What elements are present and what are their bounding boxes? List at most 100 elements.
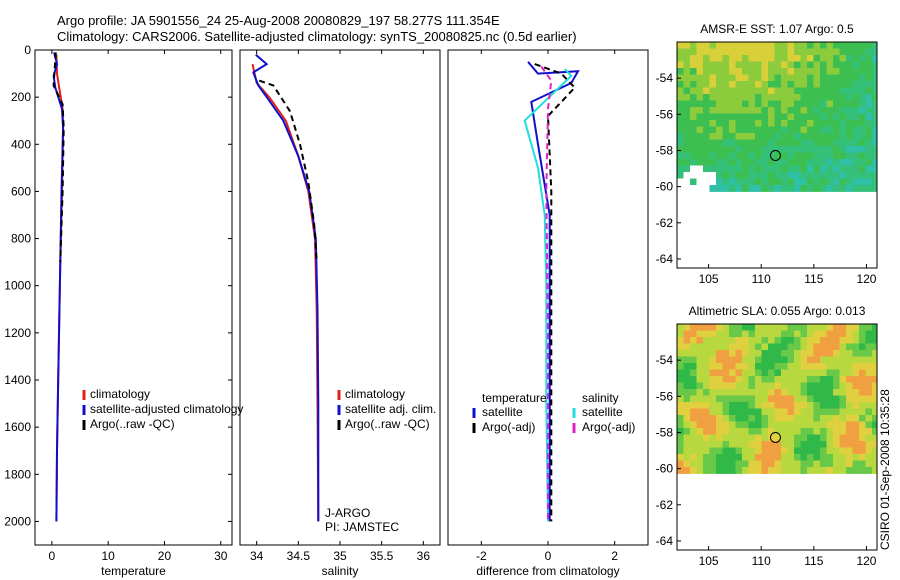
sst_map-heatmap-cell xyxy=(826,172,834,179)
sst_map-heatmap-cell xyxy=(813,107,821,114)
sla_map-heatmap-cell xyxy=(748,421,756,429)
sst_map-heatmap-cell xyxy=(787,178,795,186)
sla_map-heatmap-cell xyxy=(683,356,691,364)
sst_map-heatmap-cell xyxy=(852,178,860,186)
sla_map-heatmap-cell xyxy=(709,441,717,448)
sst_map-heatmap-cell xyxy=(755,100,762,108)
sla_map-heatmap-cell xyxy=(716,415,723,422)
sst_map-heatmap-cell xyxy=(774,55,782,62)
sla_map-heatmap-cell xyxy=(852,447,860,455)
sla_map-heatmap-cell xyxy=(839,356,847,364)
sla_map-heatmap-cell xyxy=(846,447,853,455)
sla_map-heatmap-cell xyxy=(787,356,795,364)
sst_map-heatmap-cell xyxy=(774,159,782,166)
sla_map-heatmap-cell xyxy=(787,447,795,455)
sla_map-heatmap-cell xyxy=(787,434,795,442)
sst_map-heatmap-cell xyxy=(735,152,743,160)
sst_map-heatmap-cell xyxy=(807,48,814,56)
sla_map-heatmap-cell xyxy=(742,363,749,370)
sla_map-heatmap-cell xyxy=(813,441,821,448)
sst_map-heatmap-cell xyxy=(833,120,840,127)
sst_map-heatmap-cell xyxy=(859,42,866,49)
sst_map-heatmap-cell xyxy=(794,113,801,121)
sla_map-heatmap-cell xyxy=(735,363,743,370)
sla_map-heatmap-cell xyxy=(787,408,795,416)
sst_map-heatmap-cell xyxy=(761,55,769,62)
sst_map-heatmap-cell xyxy=(761,120,769,127)
sla_map-heatmap-cell xyxy=(794,382,801,390)
sla_map-heatmap-cell xyxy=(722,382,730,390)
sla_map-heatmap-cell xyxy=(703,395,710,403)
sst_map-heatmap-cell xyxy=(716,113,723,121)
sla_map-heatmap-cell xyxy=(722,324,730,331)
sla_map-heatmap-cell xyxy=(833,434,840,442)
sst_map-heatmap-cell xyxy=(709,68,717,75)
sla_map-heatmap-cell xyxy=(748,428,756,435)
sla_map-heatmap-cell xyxy=(846,428,853,435)
sla_map-heatmap-cell xyxy=(846,382,853,390)
sla_map-heatmap-cell xyxy=(677,454,684,461)
sst_map-heatmap-cell xyxy=(781,48,788,56)
sst_map-heatmap-cell xyxy=(872,146,877,153)
sst_map-heatmap-cell xyxy=(839,74,847,82)
sla_map-heatmap-cell xyxy=(813,421,821,429)
sst_map-heatmap-cell xyxy=(716,68,723,75)
sst_map-heatmap-cell xyxy=(859,55,866,62)
sst_map-heatmap-cell xyxy=(787,107,795,114)
sst_map-heatmap-cell xyxy=(703,165,710,173)
sla_map-heatmap-cell xyxy=(787,350,795,357)
sst_map-heatmap-cell xyxy=(839,178,847,186)
sla_map-heatmap-cell xyxy=(852,343,860,351)
temperature-ytick-label: 1200 xyxy=(4,326,31,340)
sst_map-heatmap-cell xyxy=(839,81,847,88)
sla_map-heatmap-cell xyxy=(820,441,827,448)
sla_map-heatmap-cell xyxy=(677,343,684,351)
sla_map-heatmap-cell xyxy=(859,421,866,429)
sst_map-heatmap-cell xyxy=(807,61,814,69)
sla_map-heatmap-cell xyxy=(774,324,782,331)
sst_map-heatmap-cell xyxy=(852,172,860,179)
sst_map-heatmap-cell xyxy=(859,61,866,69)
sla_map-heatmap-cell xyxy=(722,428,730,435)
sla_map-heatmap-cell xyxy=(761,382,769,390)
sst_map-heatmap-cell xyxy=(677,185,684,192)
sst_map-heatmap-cell xyxy=(761,74,769,82)
sla_map-heatmap-cell xyxy=(683,389,691,396)
sst_map-heatmap-cell xyxy=(794,159,801,166)
sst_map-heatmap-cell xyxy=(794,165,801,173)
sst_map-heatmap-cell xyxy=(813,113,821,121)
sla_map-heatmap-cell xyxy=(716,363,723,370)
sla_map-heatmap-cell xyxy=(872,350,877,357)
sst_map-heatmap-cell xyxy=(787,159,795,166)
figure-title-line1: Argo profile: JA 5901556_24 25-Aug-2008 … xyxy=(57,13,500,28)
sla_map-heatmap-cell xyxy=(774,337,782,344)
sst_map-heatmap-cell xyxy=(742,165,749,173)
sst_map-heatmap-cell xyxy=(755,42,762,49)
salinity-xlabel: salinity xyxy=(322,564,359,578)
sla_map-heatmap-cell xyxy=(859,460,866,468)
sla_map-heatmap-cell xyxy=(781,356,788,364)
sla_map-heatmap-cell xyxy=(833,395,840,403)
sst_map-heatmap-cell xyxy=(794,100,801,108)
sla_map-heatmap-cell xyxy=(781,369,788,377)
sla_map-heatmap-cell xyxy=(800,441,808,448)
sla_map-heatmap-cell xyxy=(859,337,866,344)
sst_map-heatmap-cell xyxy=(755,68,762,75)
sst_map-heatmap-cell xyxy=(865,120,873,127)
sst_map-heatmap-cell xyxy=(852,133,860,140)
sla_map-heatmap-cell xyxy=(839,421,847,429)
sst_map-heatmap-cell xyxy=(735,61,743,69)
sla_map-heatmap-cell xyxy=(813,460,821,468)
sst_map-heatmap-cell xyxy=(690,68,697,75)
sla_map-heatmap-cell xyxy=(722,434,730,442)
sla_map-heatmap-cell xyxy=(800,382,808,390)
sla_map-heatmap-cell xyxy=(696,363,704,370)
sst_map-heatmap-cell xyxy=(865,133,873,140)
sst_map-heatmap-cell xyxy=(729,107,736,114)
sst_map-heatmap-cell xyxy=(722,185,730,192)
sst_map-heatmap-cell xyxy=(800,42,808,49)
sst_map-heatmap-cell xyxy=(729,87,736,95)
figure-title-line2: Climatology: CARS2006. Satellite-adjuste… xyxy=(57,29,577,44)
sst_map-heatmap-cell xyxy=(768,55,775,62)
sla_map-heatmap-cell xyxy=(722,408,730,416)
